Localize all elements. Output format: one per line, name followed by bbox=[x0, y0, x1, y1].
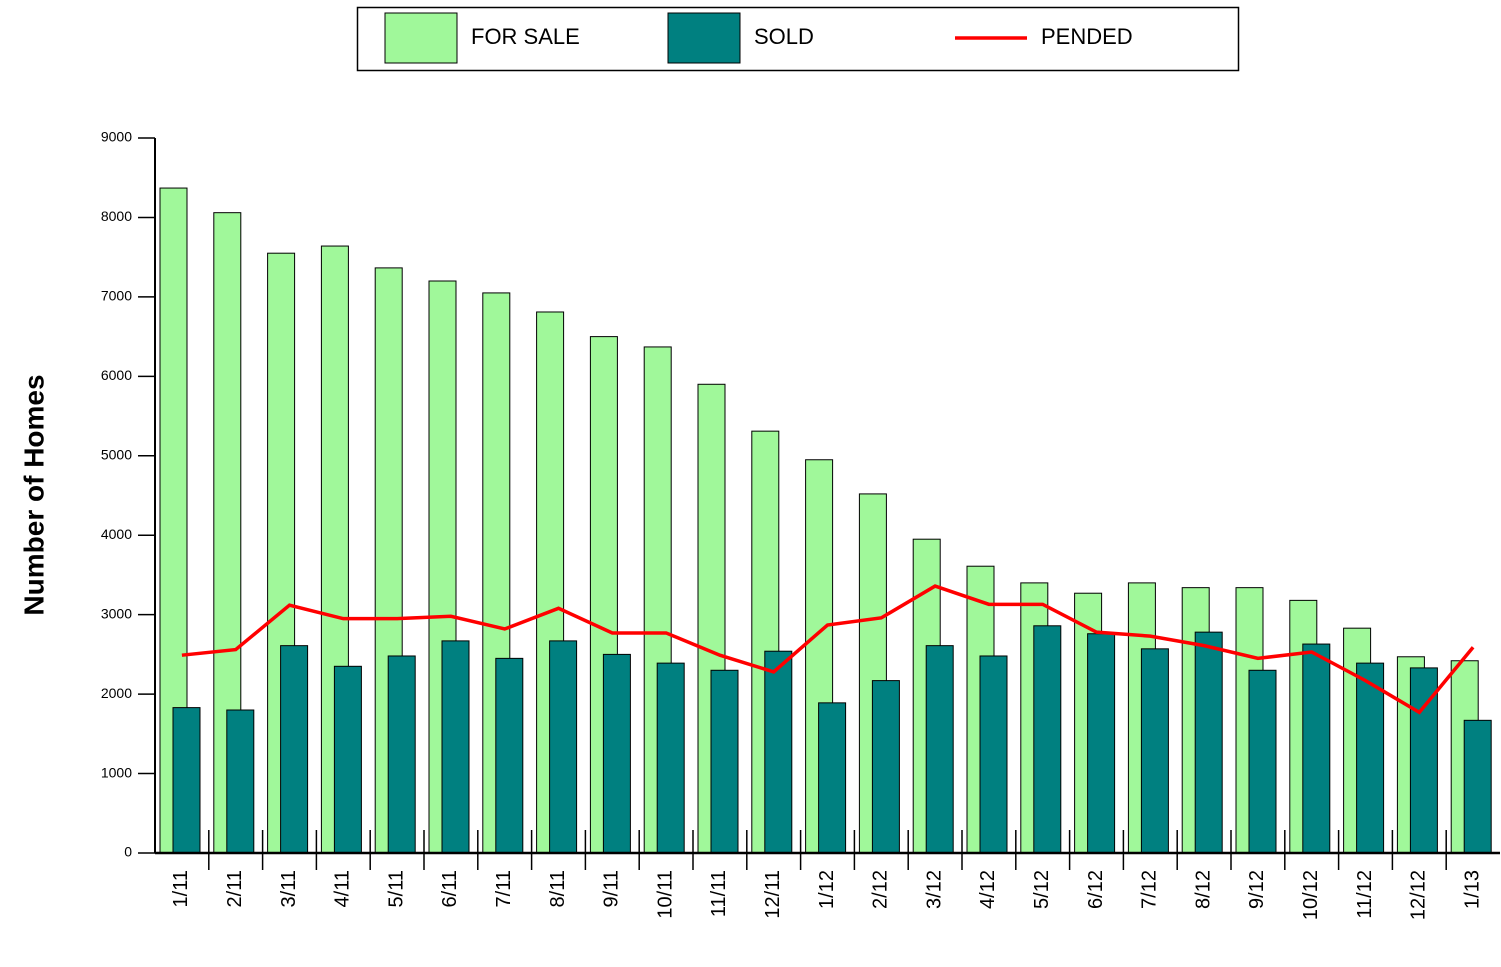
bar bbox=[1194, 631, 1223, 854]
legend-swatch bbox=[667, 12, 741, 64]
y-tick-label: 8000 bbox=[101, 208, 132, 224]
y-tick-label: 7000 bbox=[101, 288, 132, 304]
y-tick-label: 0 bbox=[124, 844, 132, 860]
bar bbox=[1356, 662, 1385, 854]
legend-box bbox=[356, 6, 1240, 72]
legend-label: FOR SALE bbox=[471, 24, 580, 49]
x-tick-label: 1/11 bbox=[170, 870, 192, 907]
x-tick-label: 3/12 bbox=[923, 870, 945, 909]
bar bbox=[1140, 648, 1169, 854]
bar bbox=[495, 657, 524, 854]
bar bbox=[280, 645, 309, 854]
bar bbox=[1033, 625, 1062, 854]
y-tick-label: 3000 bbox=[101, 605, 132, 621]
bar bbox=[764, 650, 793, 854]
bar bbox=[1463, 719, 1492, 854]
x-tick-label: 9/12 bbox=[1246, 870, 1268, 909]
x-tick-label: 10/12 bbox=[1300, 870, 1322, 920]
legend-label: PENDED bbox=[1041, 24, 1133, 49]
bar bbox=[925, 645, 954, 854]
x-tick-label: 6/11 bbox=[439, 870, 461, 907]
y-tick-label: 6000 bbox=[101, 367, 132, 383]
x-tick-label: 8/12 bbox=[1192, 870, 1214, 909]
x-tick-label: 2/12 bbox=[870, 870, 892, 909]
y-tick-label: 4000 bbox=[101, 526, 132, 542]
legend-swatch bbox=[384, 12, 458, 64]
bar bbox=[333, 665, 362, 854]
y-axis-label: Number of Homes bbox=[18, 374, 49, 615]
x-tick-label: 3/11 bbox=[278, 870, 300, 907]
x-tick-label: 12/11 bbox=[762, 870, 784, 919]
x-tick-label: 6/12 bbox=[1085, 870, 1107, 909]
bar bbox=[602, 653, 631, 854]
line-series bbox=[181, 584, 1475, 715]
bar bbox=[226, 709, 255, 854]
x-tick-label: 7/12 bbox=[1139, 870, 1161, 909]
x-tick-label: 4/12 bbox=[977, 870, 999, 909]
x-tick-label: 10/11 bbox=[654, 870, 676, 919]
x-tick-label: 1/12 bbox=[816, 870, 838, 909]
y-tick-label: 5000 bbox=[101, 446, 132, 462]
y-tick-label: 1000 bbox=[101, 764, 132, 780]
x-tick-label: 5/12 bbox=[1031, 870, 1053, 909]
bar bbox=[1409, 667, 1438, 854]
bar bbox=[441, 640, 470, 854]
x-tick-label: 11/12 bbox=[1354, 870, 1376, 919]
bar bbox=[172, 707, 201, 854]
x-tick-label: 1/13 bbox=[1461, 870, 1483, 909]
bar bbox=[656, 662, 685, 854]
x-tick-label: 7/11 bbox=[493, 870, 515, 907]
x-tick-label: 4/11 bbox=[332, 870, 354, 907]
bar bbox=[818, 702, 847, 854]
x-tick-label: 8/11 bbox=[547, 870, 569, 907]
y-tick-label: 9000 bbox=[101, 129, 132, 145]
bar bbox=[1087, 633, 1116, 854]
legend-label: SOLD bbox=[754, 24, 814, 49]
x-tick-label: 9/11 bbox=[601, 870, 623, 907]
bar bbox=[1302, 643, 1331, 854]
x-tick-label: 5/11 bbox=[385, 870, 407, 907]
bar bbox=[871, 680, 900, 854]
x-tick-label: 12/12 bbox=[1408, 870, 1430, 920]
bar bbox=[549, 640, 578, 854]
bar bbox=[387, 655, 416, 854]
bar bbox=[710, 669, 739, 854]
x-tick-label: 11/11 bbox=[708, 870, 730, 917]
y-tick-label: 2000 bbox=[101, 685, 132, 701]
x-tick-label: 2/11 bbox=[224, 870, 246, 907]
bar bbox=[1248, 669, 1277, 854]
bar bbox=[979, 655, 1008, 854]
